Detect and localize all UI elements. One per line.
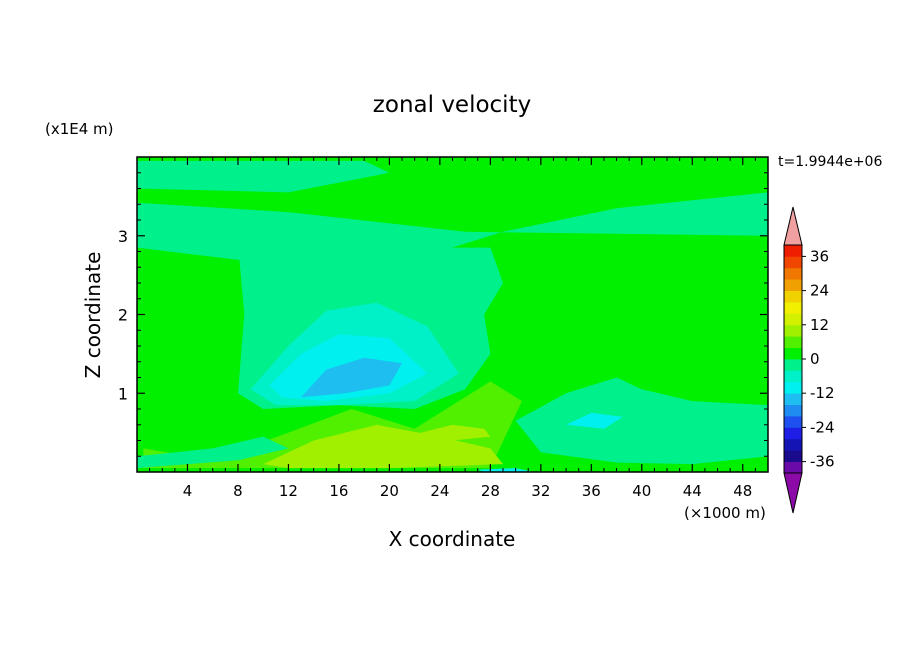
colorbar-tick-label: -36 — [810, 453, 835, 471]
colorbar-tick-label: -12 — [810, 384, 835, 402]
contour-region-7 — [137, 436, 289, 469]
colorbar-band — [784, 438, 802, 451]
colorbar-band — [784, 370, 802, 383]
chart-title: zonal velocity — [373, 92, 531, 118]
x-unit-label: (×1000 m) — [684, 504, 766, 522]
colorbar-band — [784, 381, 802, 394]
y-axis-label: Z coordinate — [81, 252, 105, 379]
colorbar-under-triangle — [783, 472, 803, 514]
contour-region-2 — [420, 424, 491, 441]
colorbar-band — [784, 359, 802, 371]
x-tick-label: 32 — [531, 482, 550, 500]
colorbar-band — [784, 461, 802, 474]
x-axis-label: X coordinate — [389, 527, 516, 551]
x-tick-label: 20 — [380, 482, 399, 500]
y-unit-label: (x1E4 m) — [45, 120, 114, 138]
x-tick-label: 44 — [683, 482, 702, 500]
colorbar-over-triangle — [783, 206, 803, 246]
contour-region-5 — [137, 160, 390, 193]
colorbar-band — [784, 416, 802, 428]
colorbar-band — [784, 256, 802, 269]
contour-region-11 — [301, 357, 402, 398]
colorbar-band — [784, 290, 802, 303]
contour-region-1 — [263, 424, 503, 469]
colorbar-band — [784, 302, 802, 314]
y-axis: 1 2 3 — [118, 172, 768, 457]
colorbar-band — [784, 245, 802, 257]
colorbar: 36 24 12 0 -12 -24 -36 — [783, 206, 835, 514]
x-tick-label: 24 — [430, 482, 449, 500]
x-tick-label: 36 — [582, 482, 601, 500]
contour-fill-layer — [137, 160, 768, 472]
x-tick-label: 4 — [183, 482, 193, 500]
x-axis: 4 8 12 16 20 24 28 32 36 40 44 48 — [149, 157, 756, 500]
x-tick-label: 28 — [481, 482, 500, 500]
colorbar-band — [784, 393, 802, 405]
colorbar-band — [784, 336, 802, 348]
y-tick-label: 1 — [118, 384, 128, 403]
colorbar-tick-label: 36 — [810, 247, 829, 265]
colorbar-band — [784, 324, 802, 337]
colorbar-band — [784, 450, 802, 462]
x-tick-label: 8 — [233, 482, 243, 500]
colorbar-band — [784, 313, 802, 326]
x-tick-label: 16 — [329, 482, 348, 500]
colorbar-tick-label: 0 — [810, 350, 820, 368]
contour-region-13 — [477, 468, 535, 472]
colorbar-tick-label: 24 — [810, 282, 829, 300]
x-tick-label: 40 — [632, 482, 651, 500]
timestamp-label: t=1.9944e+06 — [778, 154, 882, 170]
colorbar-band — [784, 347, 802, 360]
y-tick-label: 3 — [118, 227, 128, 246]
colorbar-band — [784, 279, 802, 291]
contour-region-8 — [515, 377, 768, 465]
x-tick-label: 48 — [733, 482, 752, 500]
colorbar-band — [784, 404, 802, 417]
colorbar-tick-label: 12 — [810, 316, 829, 334]
y-tick-label: 2 — [118, 306, 128, 325]
contour-region-12 — [566, 412, 623, 429]
colorbar-band — [784, 427, 802, 440]
colorbar-tick-label: -24 — [810, 418, 835, 436]
colorbar-band — [784, 267, 802, 280]
x-tick-label: 12 — [279, 482, 298, 500]
